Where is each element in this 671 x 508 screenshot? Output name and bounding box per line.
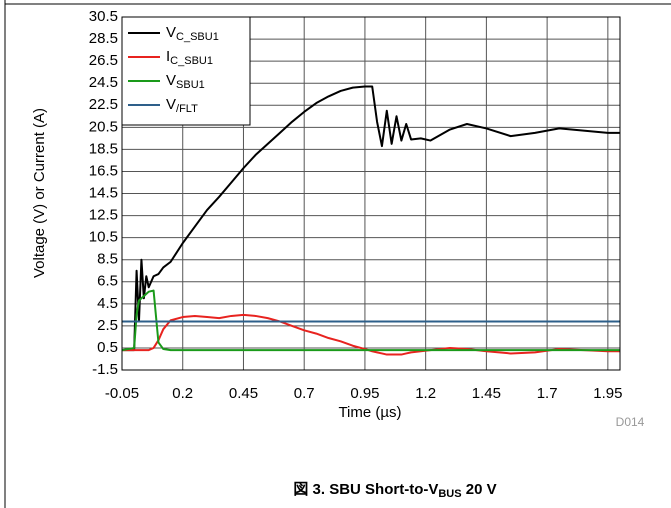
x-tick-label: -0.05 [105,385,139,402]
title-part: 20 V [462,481,497,498]
legend-label: VSBU1 [166,72,205,91]
x-tick-label: 0.95 [350,385,379,402]
figure-title: 図 3. SBU Short-to-VBUS 20 V [293,481,496,500]
x-tick-label: 0.7 [294,385,315,402]
y-tick-label: 28.5 [89,30,118,47]
x-tick-label: 0.45 [229,385,258,402]
y-tick-label: 16.5 [89,162,118,179]
legend-label: V/FLT [166,96,198,115]
y-tick-label: -1.5 [92,361,118,378]
y-tick-label: 20.5 [89,118,118,135]
legend-label: VC_SBU1 [166,24,219,43]
y-tick-label: 6.5 [97,273,118,290]
y-tick-label: 12.5 [89,207,118,224]
y-tick-label: 2.5 [97,317,118,334]
x-tick-label: 1.2 [415,385,436,402]
y-tick-label: 0.5 [97,339,118,356]
title-part: 図 3. SBU Short-to-V [293,481,438,498]
series-line [122,313,620,356]
y-tick-label: 14.5 [89,184,118,201]
plot-border [121,16,621,371]
series-line [122,85,620,352]
legend-box [121,16,251,126]
x-axis-label: Time (µs) [338,404,401,421]
y-axis-label: Voltage (V) or Current (A) [31,108,48,278]
y-tick-label: 18.5 [89,140,118,157]
series-line [121,289,620,352]
y-tick-label: 10.5 [89,229,118,246]
y-tick-label: 22.5 [89,96,118,113]
y-tick-label: 4.5 [97,295,118,312]
legend-label: IC_SBU1 [166,48,213,67]
x-tick-label: 1.95 [593,385,622,402]
y-tick-label: 8.5 [97,251,118,268]
figure-code: D014 [616,415,645,429]
x-tick-label: 0.2 [172,385,193,402]
x-tick-label: 1.45 [472,385,501,402]
y-tick-label: 30.5 [89,8,118,25]
y-tick-label: 26.5 [89,52,118,69]
title-subscript: BUS [438,488,461,500]
x-tick-label: 1.7 [537,385,558,402]
y-tick-label: 24.5 [89,74,118,91]
